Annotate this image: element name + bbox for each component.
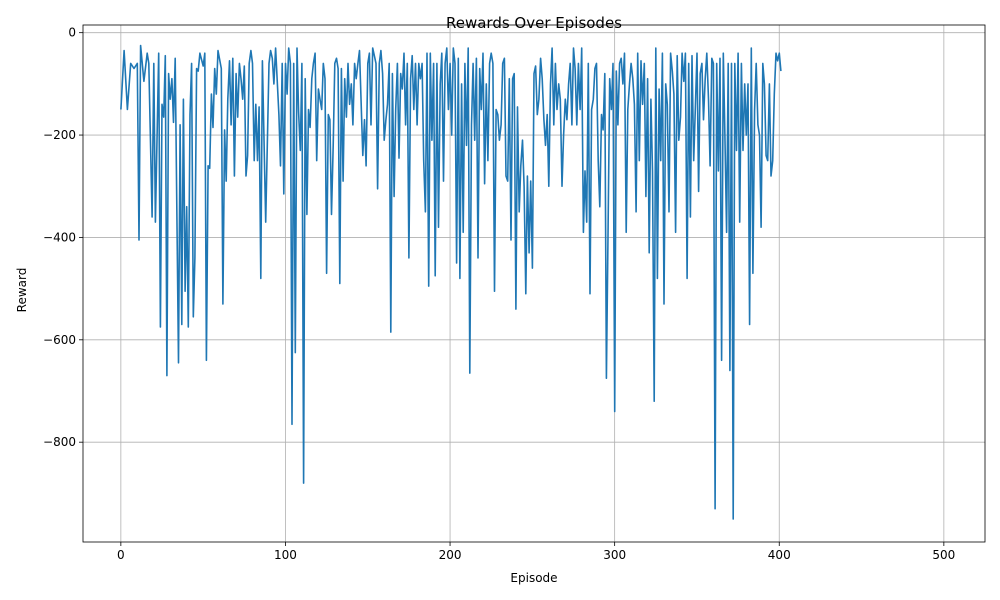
- y-tick-label: −600: [43, 333, 76, 347]
- x-axis-label: Episode: [510, 571, 557, 585]
- x-tick-label: 100: [274, 548, 297, 562]
- x-axis-ticks: 0 100 200 300 400 500: [117, 542, 955, 562]
- x-tick-label: 200: [439, 548, 462, 562]
- y-tick-label: −800: [43, 435, 76, 449]
- x-tick-label: 0: [117, 548, 125, 562]
- y-tick-label: −200: [43, 128, 76, 142]
- series-line-rewards: [120, 44, 782, 520]
- y-axis-label: Reward: [15, 268, 29, 313]
- chart-title: Rewards Over Episodes: [446, 14, 622, 32]
- y-axis-ticks: 0 −200 −400 −600 −800: [43, 26, 83, 449]
- y-tick-label: 0: [68, 26, 76, 40]
- y-tick-label: −400: [43, 230, 76, 244]
- x-tick-label: 500: [932, 548, 955, 562]
- x-tick-label: 400: [768, 548, 791, 562]
- plot-frame: [82, 24, 986, 543]
- x-tick-label: 300: [603, 548, 626, 562]
